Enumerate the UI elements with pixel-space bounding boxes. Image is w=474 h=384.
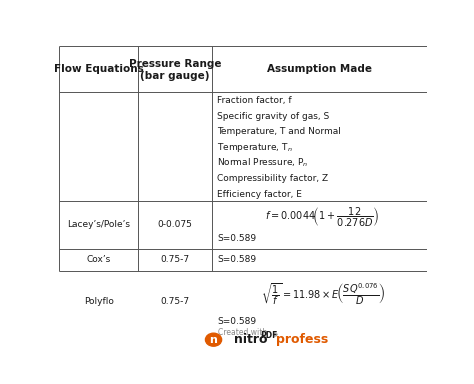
Text: Lacey’s/Pole’s: Lacey’s/Pole’s bbox=[67, 220, 130, 230]
Text: $f = 0.0044\!\left(1 + \dfrac{12}{0.276D}\right)$: $f = 0.0044\!\left(1 + \dfrac{12}{0.276D… bbox=[265, 206, 380, 229]
Text: (bar gauge): (bar gauge) bbox=[140, 71, 210, 81]
Text: S=0.589: S=0.589 bbox=[217, 317, 256, 326]
Text: Temperature, T and Normal: Temperature, T and Normal bbox=[217, 127, 341, 136]
Text: Assumption Made: Assumption Made bbox=[267, 64, 372, 74]
Text: Cox’s: Cox’s bbox=[87, 255, 111, 264]
Text: Normal Pressure, P$_n$: Normal Pressure, P$_n$ bbox=[217, 157, 309, 169]
Text: Specific gravity of gas, S: Specific gravity of gas, S bbox=[217, 112, 329, 121]
Text: $\sqrt{\dfrac{1}{f}} = 11.98 \times E\!\left(\dfrac{SQ^{0.076}}{D}\right)$: $\sqrt{\dfrac{1}{f}} = 11.98 \times E\!\… bbox=[261, 281, 385, 307]
Text: 0-0.075: 0-0.075 bbox=[157, 220, 192, 230]
Text: S=0.589: S=0.589 bbox=[217, 234, 256, 243]
Text: n: n bbox=[210, 335, 218, 345]
Text: Created with: Created with bbox=[219, 328, 267, 338]
Text: PDF: PDF bbox=[261, 331, 278, 340]
Text: S=0.589: S=0.589 bbox=[217, 255, 256, 264]
Text: 0.75-7: 0.75-7 bbox=[160, 255, 190, 264]
Text: profess: profess bbox=[276, 333, 328, 346]
Text: Polyflo: Polyflo bbox=[84, 297, 114, 306]
Text: Flow Equations: Flow Equations bbox=[54, 64, 144, 74]
Text: Fraction factor, f: Fraction factor, f bbox=[217, 96, 292, 105]
Text: nitro: nitro bbox=[234, 333, 267, 346]
Text: Compressibility factor, Z: Compressibility factor, Z bbox=[217, 174, 328, 183]
Text: ®: ® bbox=[272, 333, 278, 338]
Text: Pressure Range: Pressure Range bbox=[129, 59, 221, 69]
Text: Efficiency factor, E: Efficiency factor, E bbox=[217, 190, 302, 199]
Text: 0.75-7: 0.75-7 bbox=[160, 297, 190, 306]
Text: Temperature, T$_n$: Temperature, T$_n$ bbox=[217, 141, 293, 154]
Circle shape bbox=[205, 333, 222, 346]
